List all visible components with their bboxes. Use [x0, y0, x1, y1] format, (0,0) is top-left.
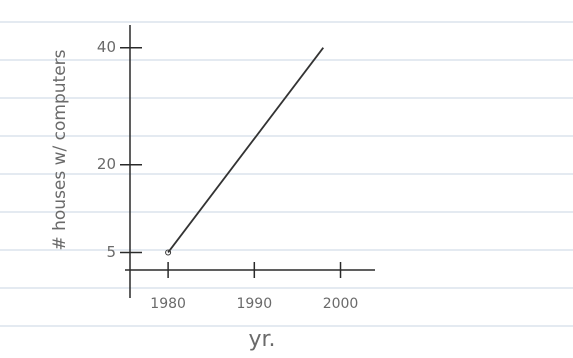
y-axis-label: # houses w/ computers	[50, 49, 70, 250]
paper-lines	[0, 22, 573, 326]
x-tick-label: 1980	[150, 296, 186, 312]
y-tick-label: 40	[97, 38, 116, 56]
x-axis-label: yr.	[248, 327, 275, 352]
y-tick-label: 5	[106, 243, 116, 261]
data-line	[168, 48, 323, 253]
page: {"chart_data": {"type": "line", "x_label…	[0, 0, 573, 358]
x-tick-label: 2000	[323, 296, 359, 312]
chart: # houses w/ computers yr. 5 20 40 1980 1990 2…	[0, 0, 573, 358]
y-tick-label: 20	[97, 155, 116, 173]
x-tick-label: 1990	[236, 296, 272, 312]
